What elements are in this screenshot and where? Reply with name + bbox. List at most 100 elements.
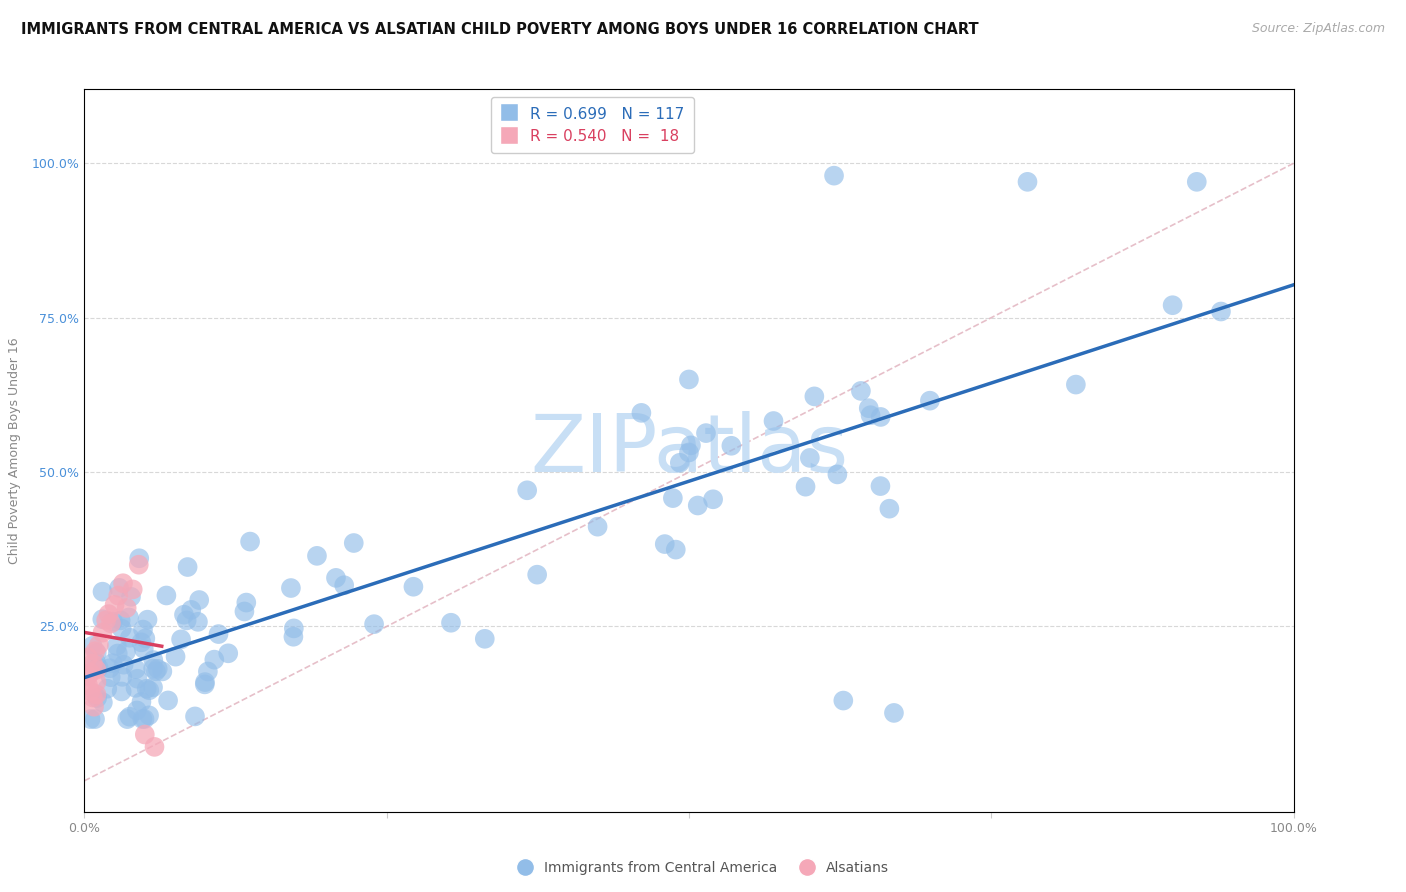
Point <box>125 662 148 676</box>
Point <box>84 712 107 726</box>
Point <box>333 578 356 592</box>
Point <box>679 438 702 452</box>
Point <box>121 582 143 597</box>
Point <box>194 677 217 691</box>
Point <box>1209 304 1232 318</box>
Point <box>858 401 880 416</box>
Point <box>233 604 256 618</box>
Point <box>918 393 941 408</box>
Point <box>134 712 156 726</box>
Point <box>118 610 141 624</box>
Point <box>869 409 891 424</box>
Point <box>97 607 120 621</box>
Point <box>77 678 100 692</box>
Point <box>87 638 110 652</box>
Point <box>107 589 129 603</box>
Point <box>125 703 148 717</box>
Point <box>132 641 155 656</box>
Point <box>115 601 138 615</box>
Point <box>77 650 100 665</box>
Point <box>128 558 150 572</box>
Text: Source: ZipAtlas.com: Source: ZipAtlas.com <box>1251 22 1385 36</box>
Point <box>104 598 127 612</box>
Point <box>84 644 107 658</box>
Point <box>165 649 187 664</box>
Point <box>170 632 193 647</box>
Point <box>134 632 156 646</box>
Point <box>799 450 821 465</box>
Point <box>131 712 153 726</box>
Point <box>1064 377 1087 392</box>
Point <box>665 542 688 557</box>
Point <box>720 439 742 453</box>
Point <box>142 681 165 695</box>
Point <box>305 549 328 563</box>
Point <box>794 480 817 494</box>
Point <box>155 589 177 603</box>
Point <box>176 560 198 574</box>
Point <box>157 693 180 707</box>
Point <box>101 615 124 629</box>
Point <box>173 607 195 622</box>
Point <box>79 712 101 726</box>
Point <box>138 708 160 723</box>
Point <box>832 693 855 707</box>
Point <box>586 519 609 533</box>
Point <box>654 537 676 551</box>
Point <box>112 576 135 591</box>
Point <box>105 639 128 653</box>
Point <box>112 657 135 672</box>
Point <box>343 536 366 550</box>
Point <box>132 623 155 637</box>
Point <box>859 408 882 422</box>
Point <box>91 695 114 709</box>
Point <box>124 681 146 695</box>
Point <box>869 479 891 493</box>
Point <box>142 662 165 676</box>
Point <box>762 414 785 428</box>
Point <box>98 661 121 675</box>
Point <box>91 612 114 626</box>
Point <box>107 647 129 661</box>
Point <box>516 483 538 498</box>
Point <box>117 712 139 726</box>
Point <box>100 616 122 631</box>
Point <box>630 406 652 420</box>
Point <box>662 491 685 505</box>
Point <box>110 614 132 628</box>
Point <box>118 631 141 645</box>
Point <box>827 467 849 482</box>
Point <box>217 646 239 660</box>
Legend: R = 0.699   N = 117, R = 0.540   N =  18: R = 0.699 N = 117, R = 0.540 N = 18 <box>491 97 693 153</box>
Point <box>86 646 108 660</box>
Point <box>101 656 124 670</box>
Point <box>86 675 108 690</box>
Point <box>134 727 156 741</box>
Point <box>202 652 225 666</box>
Point <box>363 617 385 632</box>
Point <box>143 739 166 754</box>
Point <box>849 384 872 398</box>
Point <box>883 706 905 720</box>
Point <box>138 683 160 698</box>
Y-axis label: Child Poverty Among Boys Under 16: Child Poverty Among Boys Under 16 <box>7 337 21 564</box>
Point <box>111 684 134 698</box>
Point <box>118 709 141 723</box>
Point <box>79 684 101 698</box>
Point <box>194 675 217 690</box>
Point <box>1161 298 1184 312</box>
Point <box>197 665 219 679</box>
Point <box>82 690 104 705</box>
Point <box>1017 175 1039 189</box>
Point <box>111 670 134 684</box>
Point <box>823 169 845 183</box>
Point <box>686 499 709 513</box>
Point <box>325 571 347 585</box>
Point <box>135 681 157 696</box>
Point <box>187 615 209 629</box>
Point <box>702 492 724 507</box>
Point <box>94 613 117 627</box>
Point <box>669 456 692 470</box>
Point <box>1185 175 1208 189</box>
Point <box>108 581 131 595</box>
